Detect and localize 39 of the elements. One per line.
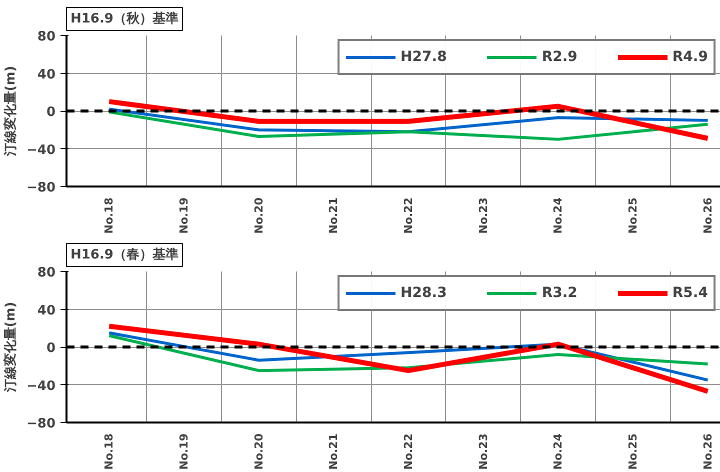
legend-label: H27.8 (400, 49, 447, 65)
y-tick-label: 40 (37, 67, 56, 82)
chart-title: H16.9（春）基準 (70, 248, 178, 262)
y-tick-label: 0 (46, 341, 56, 356)
chart-title: H16.9（秋）基準 (70, 12, 178, 26)
x-tick-label: No.23 (476, 434, 490, 470)
x-tick-label: No.26 (701, 197, 714, 234)
legend-label: R2.9 (542, 49, 578, 65)
x-tick-label: No.21 (327, 198, 340, 234)
legend-label: R5.4 (672, 285, 708, 301)
y-tick-label: −40 (26, 142, 56, 158)
x-tick-label: No.20 (252, 433, 266, 470)
x-tick-label: No.22 (402, 434, 415, 470)
y-tick-label: −80 (26, 180, 56, 196)
y-tick-label: −80 (26, 416, 56, 432)
x-tick-label: No.25 (626, 198, 640, 234)
y-tick-label: 80 (37, 266, 56, 280)
x-tick-label: No.18 (102, 434, 116, 470)
x-tick-label: No.26 (701, 433, 714, 470)
x-tick-label: No.22 (402, 198, 415, 234)
y-tick-label: 0 (46, 105, 56, 120)
x-tick-label: No.24 (552, 197, 565, 234)
y-axis-title: 汀線変化量(m) (2, 66, 19, 158)
x-tick-label: No.20 (252, 197, 266, 234)
y-tick-label: 40 (37, 303, 56, 318)
legend-label: R4.9 (672, 49, 708, 65)
legend-label: R3.2 (542, 285, 578, 301)
y-tick-label: 80 (37, 30, 56, 44)
x-tick-label: No.23 (476, 198, 490, 234)
x-tick-label: No.21 (327, 434, 340, 470)
line-series (108, 110, 710, 141)
legend-label: H28.3 (400, 285, 447, 301)
y-axis-title: 汀線変化量(m) (2, 302, 19, 394)
x-tick-label: No.24 (552, 433, 565, 470)
y-tick-label: −40 (26, 378, 56, 394)
x-tick-label: No.18 (102, 198, 116, 234)
x-tick-label: No.25 (626, 434, 640, 470)
x-tick-label: No.19 (177, 198, 190, 234)
x-tick-label: No.19 (177, 434, 190, 470)
